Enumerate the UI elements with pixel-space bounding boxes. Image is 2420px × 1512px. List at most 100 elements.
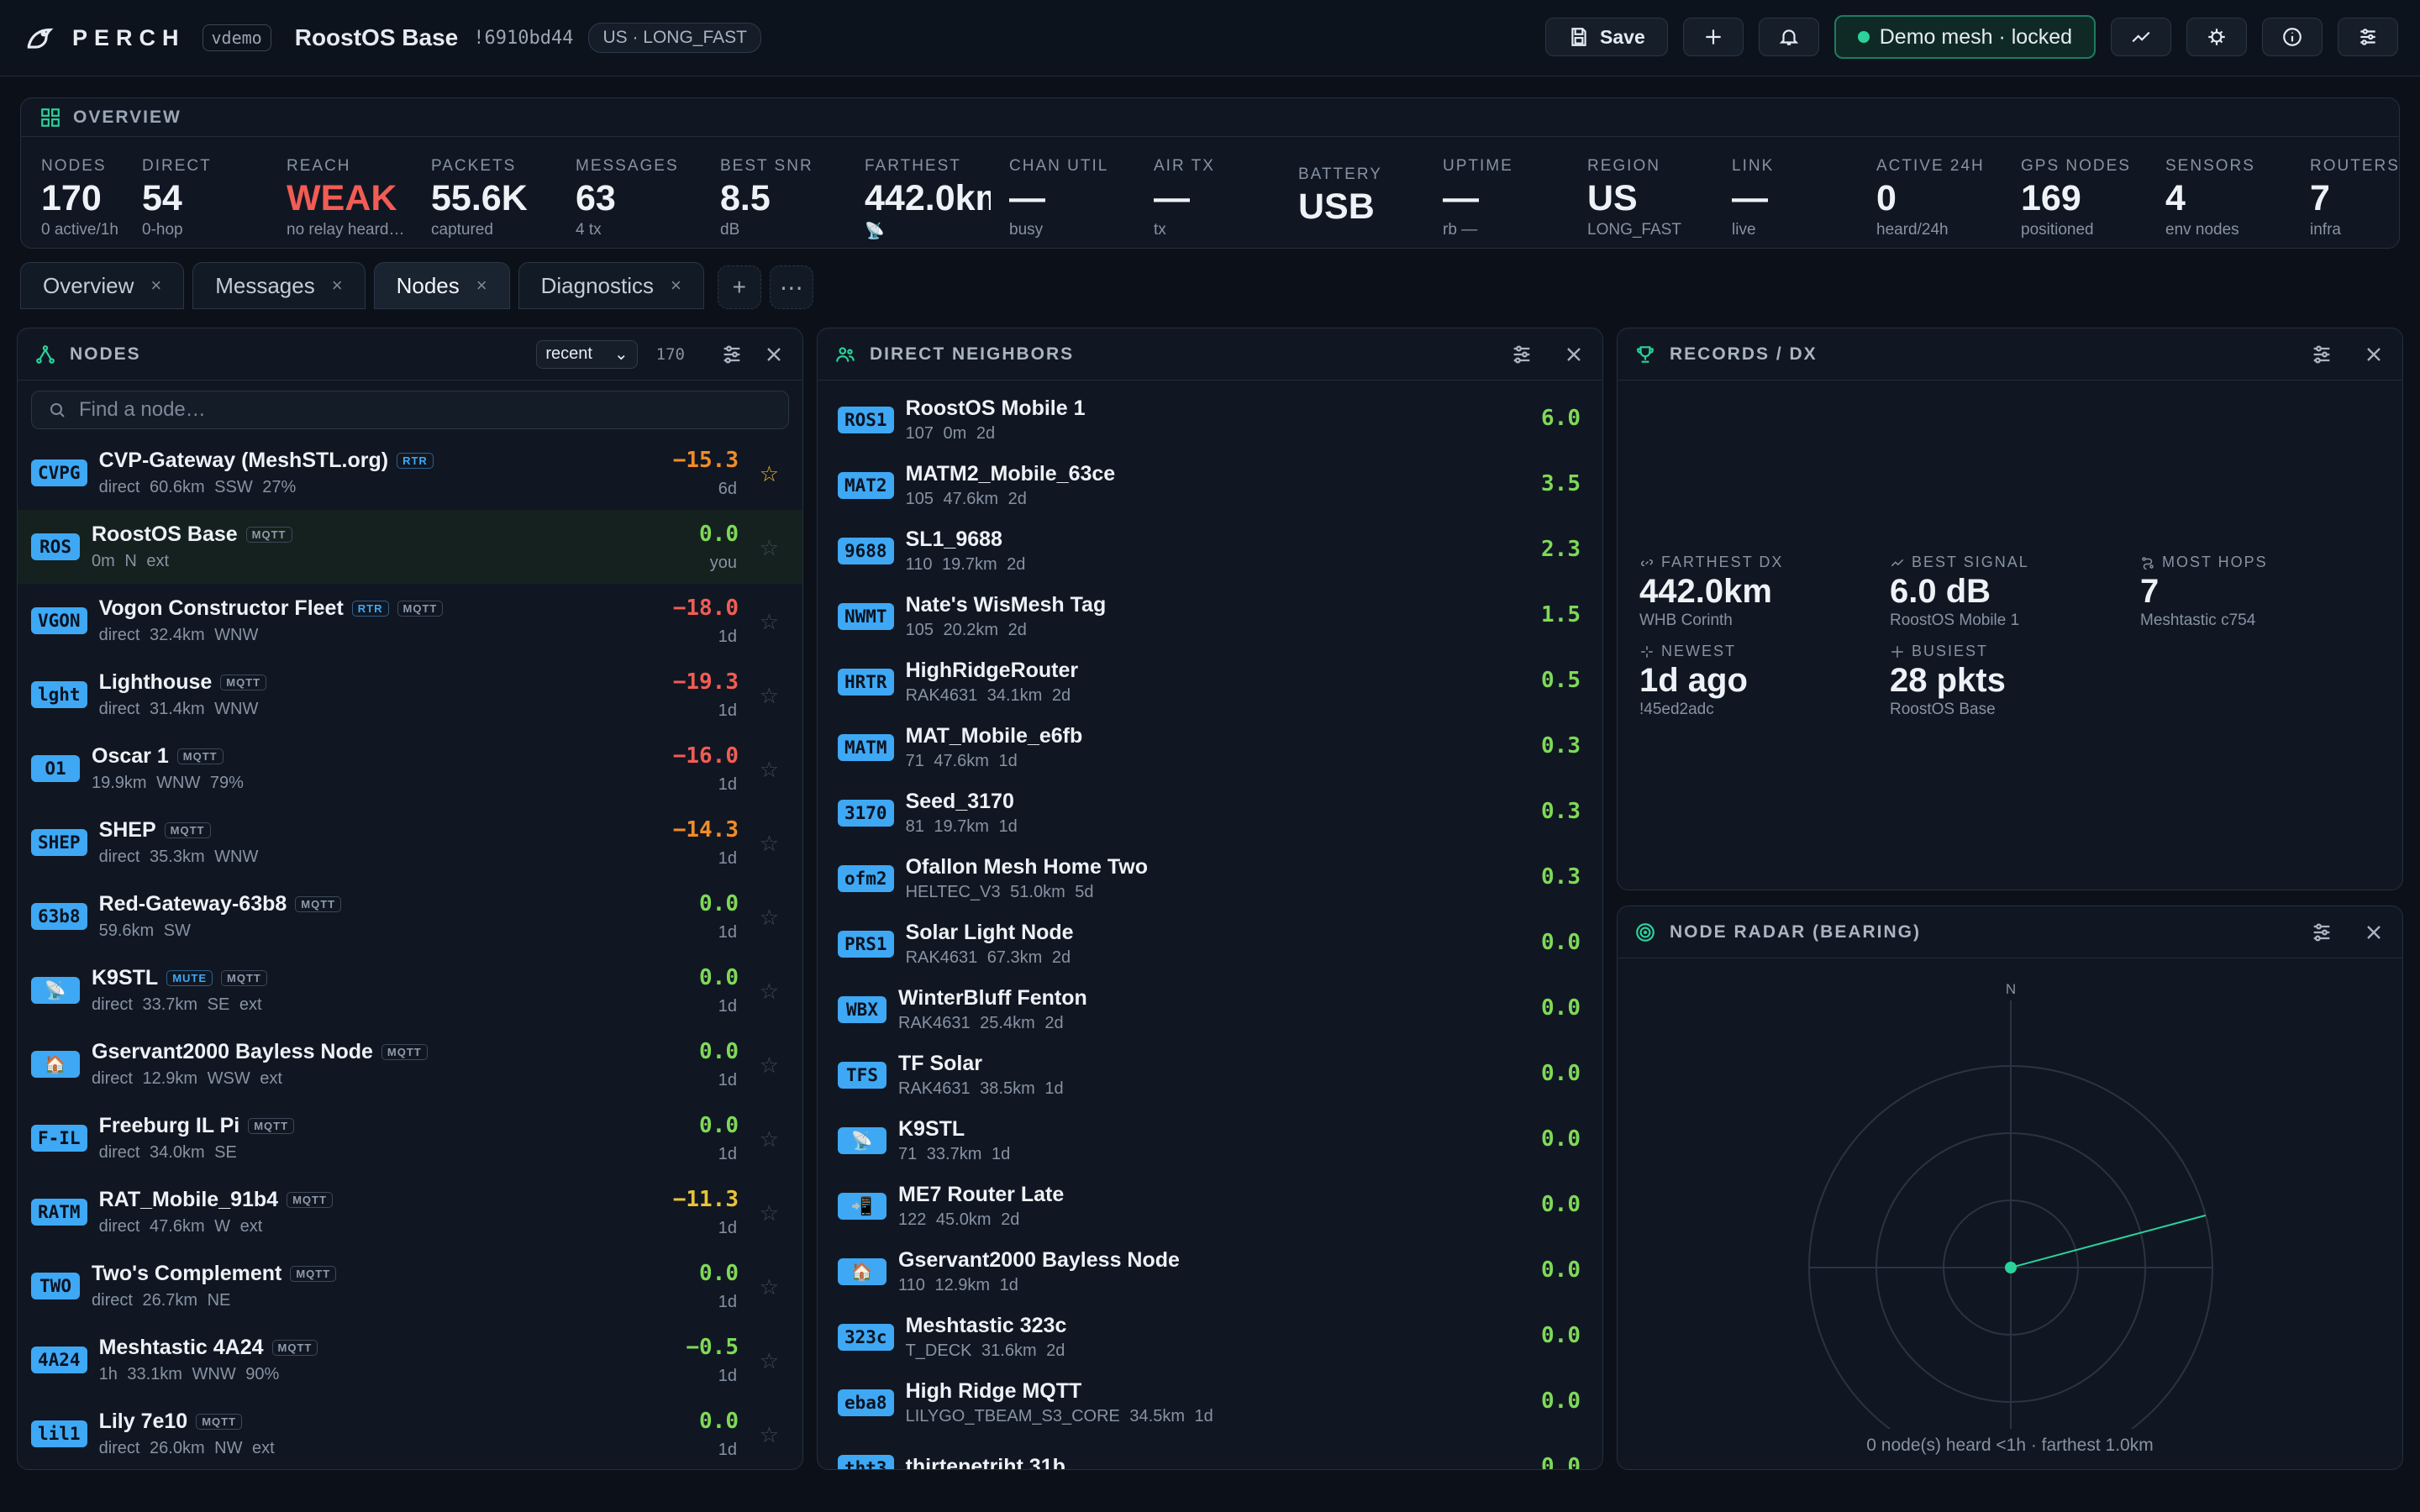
neighbor-row[interactable]: 323c Meshtastic 323c T_DECK 31.6km 2d 0.0 [818,1305,1602,1370]
star-icon[interactable]: ☆ [759,609,779,634]
neighbor-snr: 2.3 [1541,537,1581,562]
tab-diagnostics[interactable]: Diagnostics × [518,262,704,309]
info-button[interactable] [2262,18,2323,56]
neighbor-row[interactable]: 9688 SL1_9688 110 19.7km 2d 2.3 [818,518,1602,584]
node-row[interactable]: 4A24 Meshtastic 4A24 MQTT 1h 33.1km WNW 90%… [18,1323,802,1397]
mesh-status-button[interactable]: Demo mesh · locked [1833,15,2096,59]
stat-sub: env nodes [2165,221,2239,239]
node-search-box[interactable]: Find a node… [31,391,789,429]
node-row[interactable]: 📡 K9STL MUTE MQTT direct 33.7km SE ext 0.0 1d ☆ [18,953,802,1027]
close-icon[interactable] [2362,343,2386,366]
tab-nodes[interactable]: Nodes × [373,262,510,309]
app-logo[interactable]: PERCH [24,22,186,54]
node-row[interactable]: CVPG CVP-Gateway (MeshSTL.org) RTR direct 6… [18,436,802,510]
neighbor-snr: 0.0 [1541,1454,1581,1470]
sort-select[interactable]: recent ⌄ [536,339,638,369]
node-info: Two's Complement MQTT direct 26.7km NE [92,1262,337,1310]
neighbor-row[interactable]: tht3 thirtenetriht 31b 0.0 [818,1436,1602,1470]
close-icon[interactable] [2362,921,2386,944]
filter-icon[interactable] [1510,343,1534,366]
notifications-button[interactable] [1758,18,1819,56]
neighbor-row[interactable]: TFS TF Solar RAK4631 38.5km 1d 0.0 [818,1042,1602,1108]
neighbor-details: 110 19.7km 2d [905,555,1026,574]
star-icon[interactable]: ☆ [759,1422,779,1447]
node-row[interactable]: 63b8 Red-Gateway-63b8 MQTT 59.6km SW 0.0 1d ☆ [18,879,802,953]
star-filled-icon[interactable]: ☆ [759,461,779,486]
neighbor-badge: 3170 [838,800,894,827]
neighbor-row[interactable]: WBX WinterBluff Fenton RAK4631 25.4km 2d 0.… [818,977,1602,1042]
debug-button[interactable] [2186,18,2247,56]
neighbor-row[interactable]: eba8 High Ridge MQTT LILYGO_TBEAM_S3_CORE … [818,1370,1602,1436]
tab-overview[interactable]: Overview × [20,262,185,309]
node-row[interactable]: F-IL Freeburg IL Pi MQTT direct 34.0km SE 0.… [18,1101,802,1175]
star-icon[interactable]: ☆ [759,905,779,930]
star-icon[interactable]: ☆ [759,1274,779,1299]
close-icon[interactable]: × [476,275,487,296]
neighbor-row[interactable]: PRS1 Solar Light Node RAK4631 67.3km 2d 0.0 [818,911,1602,977]
neighbor-row[interactable]: ROS1 RoostOS Mobile 1 107 0m 2d 6.0 [818,387,1602,453]
neighbor-row[interactable]: ofm2 Ofallon Mesh Home Two HELTEC_V3 51.0k… [818,846,1602,911]
node-badge: ROS [31,533,80,560]
stat-sub: infra [2310,221,2341,239]
close-icon[interactable]: × [150,275,162,296]
filter-icon[interactable] [2310,343,2333,366]
neighbor-row[interactable]: 📡 K9STL 71 33.7km 1d 0.0 [818,1108,1602,1173]
node-row[interactable]: RATM RAT_Mobile_91b4 MQTT direct 47.6km W e… [18,1175,802,1249]
star-icon[interactable]: ☆ [759,1200,779,1226]
neighbor-row[interactable]: HRTR HighRidgeRouter RAK4631 34.1km 2d 0.5 [818,649,1602,715]
close-icon[interactable] [1562,343,1586,366]
neighbor-details: 81 19.7km 1d [905,817,1018,836]
node-last-heard: 1d [718,849,737,868]
neighbor-name: Seed_3170 [905,790,1014,813]
neighbor-row[interactable]: 🏠 Gservant2000 Bayless Node 110 12.9km 1d 0… [818,1239,1602,1305]
close-icon[interactable]: × [331,275,343,296]
neighbor-row[interactable]: 3170 Seed_3170 81 19.7km 1d 0.3 [818,780,1602,846]
node-row[interactable]: VGON Vogon Constructor Fleet RTR MQTT direct… [18,584,802,658]
network-icon [36,344,55,364]
tab-messages[interactable]: Messages × [192,262,366,309]
more-tabs-button[interactable]: ⋯ [769,265,813,309]
record-sub: Meshtastic c754 [2140,612,2256,629]
stats-button[interactable] [2111,18,2171,56]
close-icon[interactable]: × [671,275,681,296]
star-icon[interactable]: ☆ [759,831,779,856]
neighbor-row[interactable]: MATM MAT_Mobile_e6fb 71 47.6km 1d 0.3 [818,715,1602,780]
stat-sub: no relay heard… [287,221,405,239]
star-icon[interactable]: ☆ [759,1126,779,1152]
node-count: 170 [655,344,685,364]
stat-sensors: SENSORS 4 env nodes [2165,157,2255,239]
add-tab-button[interactable]: + [717,265,761,309]
save-button[interactable]: Save [1545,18,1668,56]
node-snr: 0.0 [699,1409,739,1434]
node-snr: −15.3 [672,448,739,473]
neighbor-row[interactable]: MAT2 MATM2_Mobile_63ce 105 47.6km 2d 3.5 [818,453,1602,518]
node-row[interactable]: TWO Two's Complement MQTT direct 26.7km NE 0… [18,1249,802,1323]
node-row[interactable]: lght Lighthouse MQTT direct 31.4km WNW −19.3… [18,658,802,732]
star-icon[interactable]: ☆ [759,757,779,782]
overview-panel: OVERVIEW NODES 170 0 active/1h DIRECT 54 0-ho… [20,97,2400,249]
node-badge: 🏠 [31,1051,80,1078]
node-row[interactable]: 🏠 Gservant2000 Bayless Node MQTT direct 12.… [18,1027,802,1101]
neighbor-row[interactable]: 📲 ME7 Router Late 122 45.0km 2d 0.0 [818,1173,1602,1239]
neighbor-details: 110 12.9km 1d [898,1276,1018,1294]
node-row[interactable]: O1 Oscar 1 MQTT 19.9km WNW 79% −16.0 1d ☆ [18,732,802,806]
add-button[interactable] [1682,18,1744,56]
star-icon[interactable]: ☆ [759,1348,779,1373]
close-icon[interactable] [762,343,786,366]
neighbor-details: RAK4631 34.1km 2d [905,686,1071,705]
node-row[interactable]: lil1 Lily 7e10 MQTT direct 26.0km NW ext 0.0… [18,1397,802,1469]
star-icon[interactable]: ☆ [759,1053,779,1078]
record-best-signal: BEST SIGNAL 6.0 dB RoostOS Mobile 1 [1890,554,2029,630]
filter-icon[interactable] [2310,921,2333,944]
neighbor-badge: NWMT [838,603,894,630]
filter-icon[interactable] [720,343,744,366]
node-row[interactable]: ROS RoostOS Base MQTT 0m N ext 0.0 you ☆ [18,510,802,584]
star-icon[interactable]: ☆ [759,535,779,560]
settings-button[interactable] [2338,18,2398,56]
star-icon[interactable]: ☆ [759,979,779,1004]
node-badge: SHEP [31,829,87,856]
neighbor-snr: 3.5 [1541,471,1581,496]
node-row[interactable]: SHEP SHEP MQTT direct 35.3km WNW −14.3 1d ☆ [18,806,802,879]
neighbor-row[interactable]: NWMT Nate's WisMesh Tag 105 20.2km 2d 1.5 [818,584,1602,649]
star-icon[interactable]: ☆ [759,683,779,708]
